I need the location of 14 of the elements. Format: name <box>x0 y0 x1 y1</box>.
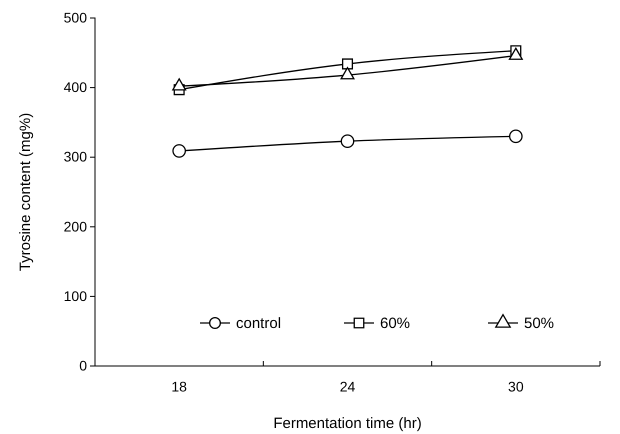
x-tick-label: 30 <box>508 378 524 394</box>
y-tick-label: 0 <box>79 357 88 374</box>
y-tick-label: 500 <box>64 9 88 26</box>
legend-label: 60% <box>380 315 410 332</box>
legend-label: 50% <box>524 315 554 332</box>
x-tick-label: 18 <box>171 378 188 394</box>
y-tick-label: 100 <box>64 288 88 304</box>
x-tick-label: 24 <box>340 378 356 394</box>
x-axis-title: Fermentation time (hr) <box>273 415 422 432</box>
y-tick-label: 200 <box>64 218 88 234</box>
y-tick-label: 300 <box>64 148 88 165</box>
legend-label: control <box>236 315 282 332</box>
y-axis-title: Tyrosine content (mg%) <box>17 112 34 272</box>
y-tick-label: 400 <box>64 79 88 96</box>
